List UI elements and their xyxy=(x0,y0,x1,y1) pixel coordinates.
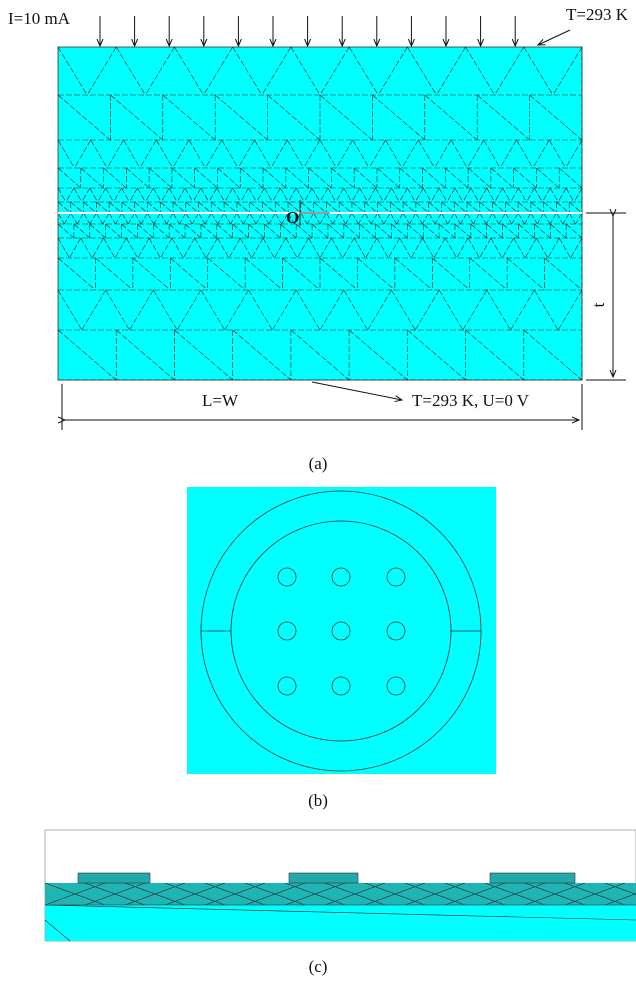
length-label: L=W xyxy=(202,391,239,410)
origin-label: O xyxy=(286,208,299,227)
mesh-lines xyxy=(57,46,583,381)
electrode xyxy=(331,567,351,587)
caption: (c) xyxy=(309,957,328,976)
electrodes xyxy=(77,872,576,884)
caption: (a) xyxy=(309,454,328,473)
electrodes xyxy=(277,567,406,696)
thickness-label: t xyxy=(589,302,608,307)
electrode xyxy=(277,621,297,641)
top-temperature-label: T=293 K xyxy=(566,5,629,24)
bottom-condition-label: T=293 K, U=0 V xyxy=(412,391,530,410)
electrode xyxy=(277,567,297,587)
electrode xyxy=(386,567,406,587)
mesh-lines xyxy=(44,882,636,942)
pointer xyxy=(538,29,571,45)
mesh xyxy=(57,46,583,381)
domain xyxy=(187,487,496,774)
electrode xyxy=(277,676,297,696)
electrode xyxy=(386,676,406,696)
caption: (b) xyxy=(308,791,328,810)
pointer xyxy=(311,381,402,400)
electrode xyxy=(386,621,406,641)
current-arrows xyxy=(100,16,515,46)
electrode xyxy=(331,621,351,641)
current-label: I=10 mA xyxy=(8,9,71,28)
mesh xyxy=(44,882,636,942)
geometry xyxy=(200,490,482,772)
electrode xyxy=(331,676,351,696)
layer xyxy=(45,883,636,905)
